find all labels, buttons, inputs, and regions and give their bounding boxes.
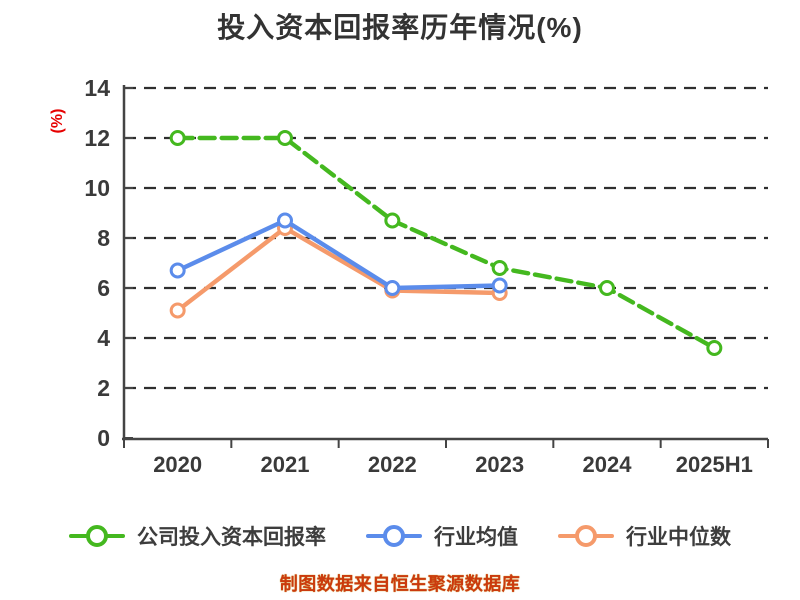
legend-item: 公司投入资本回报率: [69, 521, 326, 551]
x-tick-label: 2024: [583, 452, 633, 477]
y-tick-label: 12: [84, 125, 110, 151]
legend-circle-icon: [575, 525, 597, 547]
y-tick-label: 10: [84, 175, 110, 201]
y-tick-label: 14: [84, 75, 110, 101]
legend-label: 公司投入资本回报率: [137, 526, 326, 549]
series-line: [175, 225, 502, 313]
legend-marker-icon: [366, 525, 422, 547]
y-tick-label: 8: [97, 225, 110, 251]
legend-label: 行业中位数: [626, 526, 731, 549]
legend-circle-icon: [86, 525, 108, 547]
data-source-caption: 制图数据来自恒生聚源数据库: [279, 574, 521, 594]
data-point-marker: [277, 212, 293, 229]
series-line: [175, 218, 502, 291]
legend-label: 行业均值: [434, 526, 518, 549]
x-tick-label: 2022: [368, 452, 417, 477]
y-tick-label: 0: [97, 425, 110, 451]
x-tick-label: 2020: [153, 452, 202, 477]
legend-item: 行业中位数: [558, 521, 731, 551]
data-point-marker: [706, 340, 723, 356]
legend-circle-icon: [383, 525, 405, 547]
data-point-marker: [169, 302, 186, 319]
legend-item: 行业均值: [366, 521, 518, 551]
x-tick-label: 2021: [261, 452, 310, 477]
data-point-marker: [599, 280, 615, 296]
series-line: [175, 135, 717, 351]
x-tick-label: 2025H1: [676, 452, 753, 477]
y-tick-label: 6: [97, 275, 110, 301]
chart-title: 投入资本回报率历年情况(%): [217, 12, 583, 43]
legend-marker-icon: [69, 525, 125, 547]
data-point-marker: [277, 130, 293, 146]
y-tick-label: 4: [97, 325, 110, 351]
data-point-marker: [384, 212, 401, 229]
x-tick-label: 2023: [475, 452, 524, 477]
legend-marker-icon: [558, 525, 614, 547]
legend: 公司投入资本回报率 行业均值 行业中位数: [0, 521, 800, 551]
data-point-marker: [491, 260, 508, 276]
data-point-marker: [169, 130, 186, 146]
y-tick-label: 2: [97, 375, 110, 401]
data-point-marker: [384, 280, 401, 296]
data-point-marker: [491, 277, 508, 294]
data-point-marker: [169, 262, 186, 279]
